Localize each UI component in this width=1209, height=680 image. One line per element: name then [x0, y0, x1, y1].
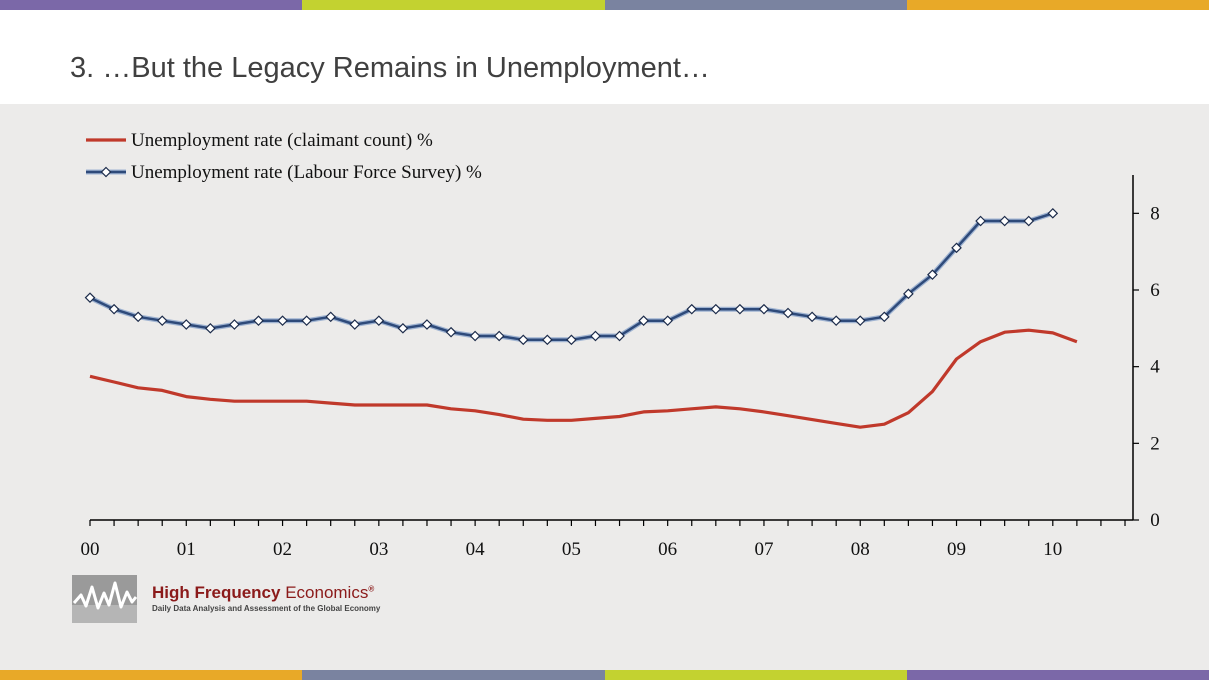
data-point-marker — [493, 330, 505, 342]
data-point-marker — [758, 303, 770, 315]
x-tick-label: 06 — [658, 539, 677, 560]
top-stripe-segment — [906, 0, 1209, 10]
data-point-marker — [325, 311, 337, 323]
bottom-color-stripe — [0, 670, 1209, 680]
data-point-marker — [541, 334, 553, 346]
data-point-marker — [349, 319, 361, 330]
data-point-marker — [373, 315, 385, 327]
x-tick-label: 09 — [947, 539, 966, 560]
slide-title: 3. …But the Legacy Remains in Unemployme… — [70, 52, 710, 84]
y-tick-label: 6 — [1150, 280, 1160, 301]
data-point-marker — [662, 315, 674, 327]
data-point-marker — [566, 334, 577, 346]
data-point-marker — [830, 315, 842, 327]
data-point-marker — [878, 311, 890, 323]
logo-name: High Frequency Economics® — [152, 583, 374, 603]
data-point-marker — [469, 330, 481, 342]
data-point-marker — [421, 319, 433, 330]
top-stripe-segment — [302, 0, 605, 10]
x-tick-label: 04 — [466, 539, 486, 560]
registered-mark: ® — [368, 584, 375, 594]
data-point-marker — [229, 319, 240, 330]
series-layer — [84, 207, 1078, 429]
data-point-marker — [180, 319, 192, 330]
logo-name-rest: Economics — [280, 583, 369, 602]
data-point-marker — [614, 330, 625, 342]
top-color-stripe — [0, 0, 1209, 10]
bottom-stripe-segment — [0, 670, 303, 680]
x-tick-label: 01 — [177, 539, 196, 560]
data-point-marker — [590, 330, 601, 342]
x-tick-label: 02 — [273, 539, 292, 560]
chart-panel: Unemployment rate (claimant count) % Unem… — [0, 104, 1209, 670]
waveform-logo-icon — [72, 575, 137, 623]
data-point-marker — [301, 315, 312, 327]
data-point-marker — [951, 242, 962, 254]
data-point-marker — [638, 315, 649, 327]
legend-item: Unemployment rate (Labour Force Survey) … — [86, 162, 482, 183]
series-2 — [84, 207, 1059, 346]
x-tick-label: 08 — [851, 539, 870, 560]
data-point-marker — [397, 322, 409, 334]
x-tick-label: 07 — [754, 539, 773, 560]
data-point-marker — [205, 322, 216, 334]
data-point-marker — [999, 215, 1011, 227]
chart-legend: Unemployment rate (claimant count) % Unem… — [86, 130, 482, 183]
unemployment-line-chart: Unemployment rate (claimant count) % Unem… — [81, 130, 1161, 560]
data-point-marker — [975, 215, 986, 227]
top-stripe-segment — [604, 0, 907, 10]
data-point-marker — [277, 315, 288, 327]
series-1 — [89, 328, 1078, 429]
data-point-marker — [734, 303, 746, 315]
legend-label: Unemployment rate (claimant count) % — [131, 130, 433, 151]
data-point-marker — [445, 326, 457, 338]
bottom-stripe-segment — [906, 670, 1209, 680]
x-tick-label: 05 — [562, 539, 581, 560]
data-point-marker — [132, 311, 144, 323]
data-point-marker — [108, 303, 120, 315]
y-tick-label: 0 — [1150, 510, 1160, 531]
x-tick-label: 10 — [1043, 539, 1062, 560]
bottom-stripe-segment — [302, 670, 605, 680]
x-tick-label: 00 — [81, 539, 100, 560]
data-point-marker — [854, 315, 866, 327]
x-tick-label: 03 — [369, 539, 388, 560]
data-point-marker — [782, 307, 794, 319]
data-point-marker — [903, 288, 914, 300]
top-stripe-segment — [0, 0, 303, 10]
data-point-marker — [84, 292, 96, 304]
data-point-marker — [686, 303, 698, 315]
data-point-marker — [156, 315, 168, 327]
slide-header: 3. …But the Legacy Remains in Unemployme… — [0, 10, 1209, 104]
data-point-marker — [710, 303, 722, 315]
series-line — [89, 328, 1078, 429]
data-point-marker — [806, 311, 818, 323]
legend-marker — [100, 166, 112, 178]
data-point-marker — [517, 334, 529, 346]
legend-item: Unemployment rate (claimant count) % — [86, 130, 433, 151]
data-point-marker — [253, 315, 264, 327]
y-tick-label: 2 — [1150, 433, 1160, 454]
y-tick-label: 4 — [1150, 357, 1160, 378]
data-point-marker — [1047, 207, 1059, 219]
logo-name-bold: High Frequency — [152, 583, 281, 602]
data-point-marker — [927, 269, 938, 281]
bottom-stripe-segment — [604, 670, 907, 680]
legend-label: Unemployment rate (Labour Force Survey) … — [131, 162, 482, 183]
logo-tagline: Daily Data Analysis and Assessment of th… — [152, 604, 381, 613]
company-logo: High Frequency Economics® Daily Data Ana… — [72, 575, 472, 623]
y-tick-label: 8 — [1150, 203, 1160, 224]
data-point-marker — [1023, 215, 1035, 227]
